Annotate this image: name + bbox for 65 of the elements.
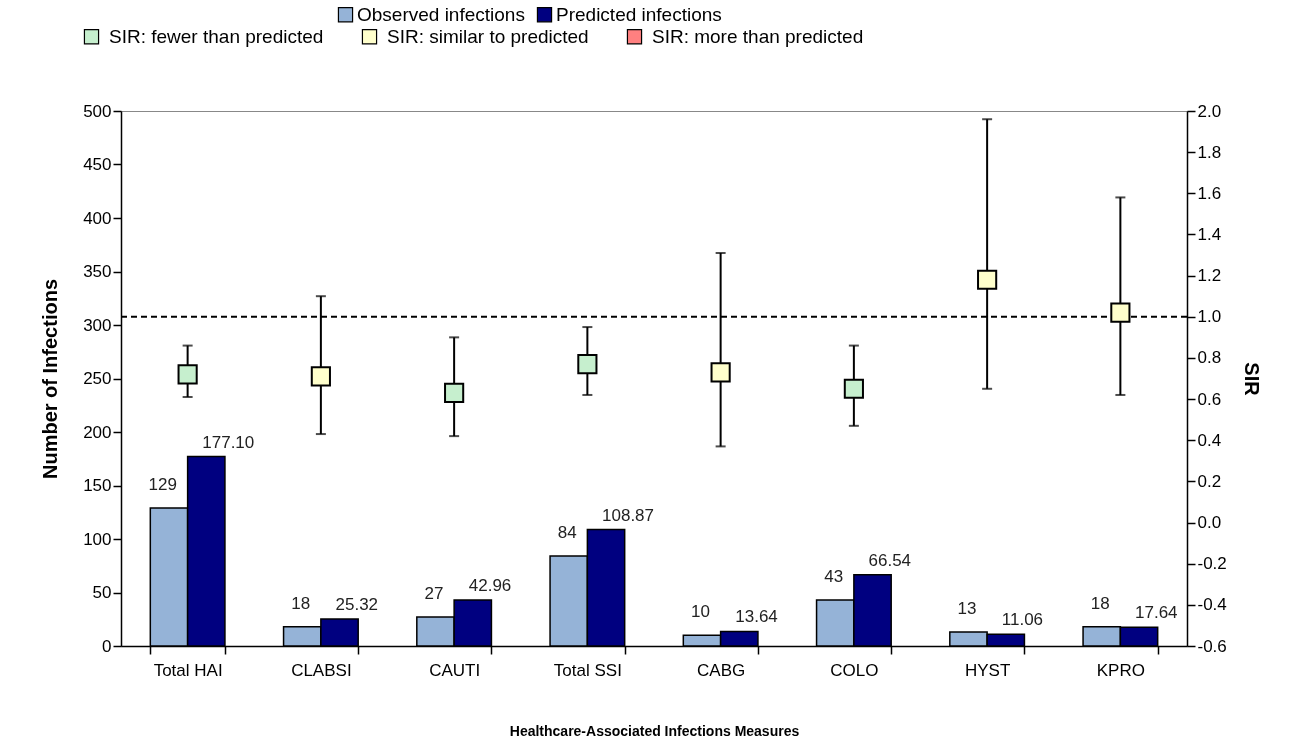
x-tick-label: HYST bbox=[964, 660, 1011, 680]
y-tick-label: 350 bbox=[83, 262, 112, 281]
legend-label: Predicted infections bbox=[556, 3, 722, 25]
y-axis-title: Number of Infections bbox=[39, 278, 62, 480]
y2-tick-label: 1.2 bbox=[1197, 266, 1222, 286]
y2-tick-label: 1.6 bbox=[1197, 183, 1222, 203]
legend-label: SIR: similar to predicted bbox=[387, 25, 589, 47]
y-tick-label: 50 bbox=[92, 583, 112, 602]
y-tick-label: 400 bbox=[83, 208, 112, 228]
point bbox=[1110, 302, 1131, 323]
y2-tick-label: -0.4 bbox=[1197, 595, 1227, 615]
x-tick-label: CABG bbox=[697, 660, 746, 680]
data-label: 27 bbox=[424, 584, 444, 604]
y2-tick-label: 0.2 bbox=[1197, 471, 1222, 491]
y2-tick-label: 1.8 bbox=[1197, 142, 1222, 162]
y2-axis-title: SIR bbox=[1240, 362, 1263, 397]
y2-tick-label: 1.4 bbox=[1197, 224, 1222, 244]
data-label: 43 bbox=[824, 566, 844, 586]
data-label: 66.54 bbox=[868, 550, 912, 570]
y-tick-label: 200 bbox=[83, 422, 112, 442]
point bbox=[577, 354, 598, 375]
point bbox=[843, 378, 864, 399]
legend-label: SIR: more than predicted bbox=[652, 25, 864, 47]
data-label: 42.96 bbox=[468, 576, 512, 596]
data-label: 177.10 bbox=[202, 432, 255, 452]
data-label: 17.64 bbox=[1135, 603, 1178, 623]
data-label: 84 bbox=[557, 523, 577, 543]
x-axis-title: Healthcare-Associated Infections Measures bbox=[509, 722, 800, 739]
y2-tick-label: 0.4 bbox=[1197, 430, 1222, 450]
data-label: 25.32 bbox=[335, 594, 379, 614]
y2-tick-label: 0.8 bbox=[1197, 348, 1222, 368]
x-tick-label: CLABSI bbox=[291, 660, 352, 680]
point bbox=[977, 269, 998, 290]
legend-label: Observed infections bbox=[357, 3, 525, 25]
y2-tick-label: -0.6 bbox=[1197, 636, 1227, 656]
y2-tick-label: -0.2 bbox=[1197, 554, 1227, 574]
point bbox=[310, 366, 331, 387]
y-tick-label: 300 bbox=[83, 315, 112, 335]
data-label: 18 bbox=[291, 593, 311, 613]
data-label: 18 bbox=[1090, 593, 1110, 613]
point bbox=[444, 382, 465, 403]
point bbox=[177, 364, 198, 385]
y-tick-label: 150 bbox=[83, 476, 112, 495]
y-tick-label: 450 bbox=[83, 155, 112, 174]
data-label: 13.64 bbox=[735, 607, 778, 627]
y2-tick-label: 2.0 bbox=[1197, 101, 1222, 121]
data-label: 108.87 bbox=[602, 505, 655, 525]
data-label: 10 bbox=[691, 602, 710, 622]
y2-tick-label: 0.0 bbox=[1197, 513, 1222, 533]
data-label: 129 bbox=[148, 474, 177, 494]
x-tick-label: CAUTI bbox=[429, 660, 481, 680]
x-tick-label: KPRO bbox=[1096, 660, 1145, 680]
data-label: 13 bbox=[957, 599, 977, 619]
y2-tick-label: 1.0 bbox=[1197, 307, 1222, 327]
legend-label: SIR: fewer than predicted bbox=[109, 25, 324, 47]
x-tick-label: Total HAI bbox=[153, 660, 223, 680]
x-tick-label: Total SSI bbox=[553, 660, 622, 680]
y-tick-label: 100 bbox=[83, 529, 112, 549]
y2-tick-label: 0.6 bbox=[1197, 389, 1222, 409]
point bbox=[710, 362, 731, 383]
y-tick-label: 0 bbox=[102, 636, 112, 656]
y-tick-label: 250 bbox=[83, 369, 112, 388]
data-label: 11.06 bbox=[1001, 610, 1044, 630]
x-tick-label: COLO bbox=[830, 660, 879, 680]
y-tick-label: 500 bbox=[83, 101, 112, 121]
